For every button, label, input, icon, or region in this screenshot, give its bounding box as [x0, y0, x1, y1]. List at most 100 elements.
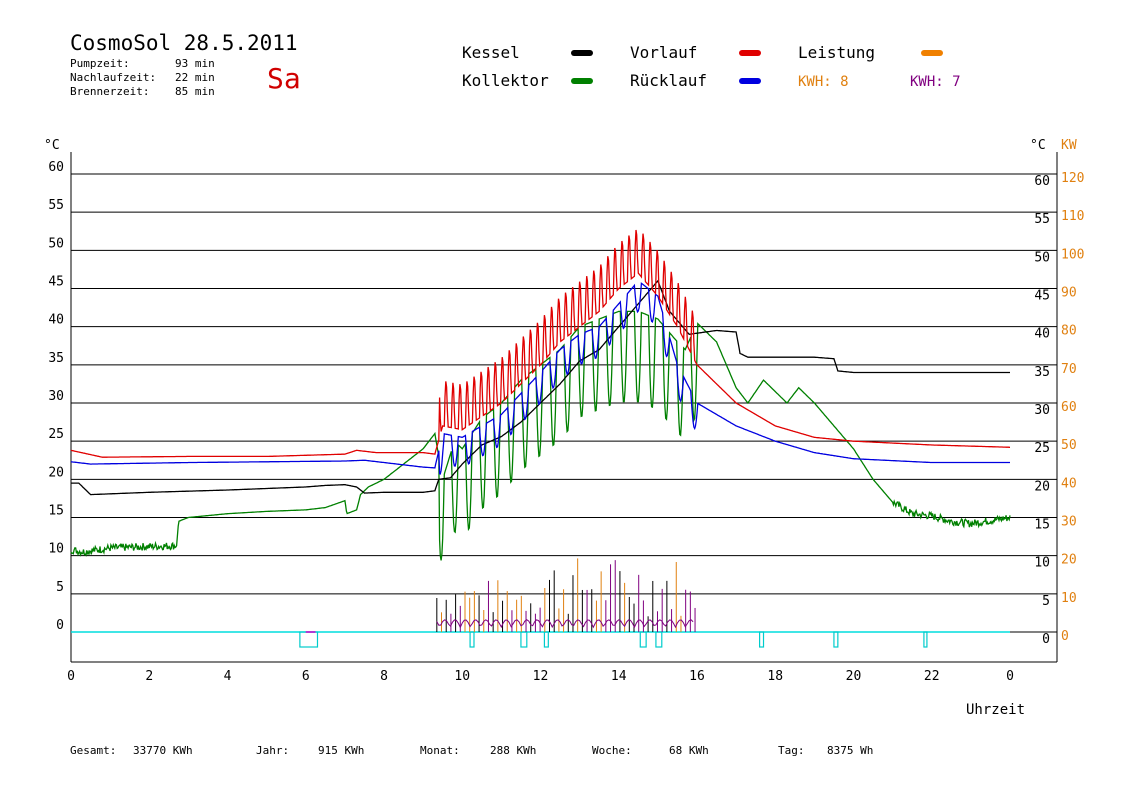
kwh-label-2: KWH: 7	[910, 74, 961, 90]
x-axis-label: Uhrzeit	[966, 702, 1025, 718]
footer-woche-label: Woche:	[592, 744, 632, 757]
x-tick-label: 12	[533, 669, 549, 684]
y-right-tick-label: 0	[1042, 632, 1050, 647]
y-tick-label: 30	[48, 389, 64, 404]
pump-pulse	[639, 631, 647, 648]
footer-monat-label: Monat:	[420, 744, 460, 757]
series-line-vorlauf	[70, 229, 1010, 458]
x-tick-label: 2	[145, 669, 153, 684]
y2-tick-label: 60	[1061, 400, 1077, 415]
x-tick-label: 22	[924, 669, 940, 684]
legend-label-ruecklauf: Rücklauf	[630, 71, 707, 90]
y-left-unit: °C	[44, 138, 60, 153]
y2-tick-label: 100	[1061, 247, 1084, 262]
pump-pulse	[758, 631, 765, 648]
y2-tick-label: 50	[1061, 438, 1077, 453]
power-baseline-wave	[436, 619, 694, 629]
footer-monat-value: 288 KWh	[490, 744, 536, 757]
y-tick-label: 35	[48, 351, 64, 366]
y-right-tick-label: 45	[1034, 289, 1050, 304]
y-right-tick-label: 10	[1034, 556, 1050, 571]
y-tick-label: 45	[48, 275, 64, 290]
pump-pulse	[833, 631, 839, 648]
y-right-tick-label: 20	[1034, 479, 1050, 494]
x-tick-label: 18	[767, 669, 783, 684]
y-tick-label: 40	[48, 313, 64, 328]
footer-tag-label: Tag:	[778, 744, 805, 757]
x-tick-label: 0	[67, 669, 75, 684]
legend-label-kessel: Kessel	[462, 43, 520, 62]
day-label: Sa	[267, 62, 301, 95]
y-right-tick-label: 30	[1034, 403, 1050, 418]
series-line-ruecklauf	[70, 282, 1010, 475]
pump-pulse	[543, 631, 549, 648]
footer: Gesamt: 33770 KWh Jahr: 915 KWh Monat: 2…	[70, 744, 873, 757]
legend: Kessel Kollektor Vorlauf Rücklauf Leistu…	[462, 43, 961, 90]
y2-tick-label: 110	[1061, 209, 1084, 224]
y-right-tick-label: 15	[1034, 518, 1050, 533]
pump-pulse	[469, 631, 475, 648]
tick-labels: 0055101015152020252530303535404045455050…	[48, 160, 1084, 684]
y2-tick-label: 80	[1061, 324, 1077, 339]
x-tick-label: 0	[1006, 669, 1014, 684]
nachlauf-value: 22 min	[175, 71, 215, 84]
footer-woche-value: 68 KWh	[669, 744, 709, 757]
y-right-tick-label: 40	[1034, 327, 1050, 342]
footer-gesamt-value: 33770 KWh	[133, 744, 193, 757]
y-right-tick-label: 5	[1042, 594, 1050, 609]
x-tick-label: 14	[611, 669, 627, 684]
y-right-unit: °C	[1030, 138, 1046, 153]
footer-jahr-value: 915 KWh	[318, 744, 364, 757]
y-tick-label: 60	[48, 160, 64, 175]
footer-tag-value: 8375 Wh	[827, 744, 873, 757]
x-tick-label: 10	[454, 669, 470, 684]
y-power-unit: KW	[1061, 138, 1077, 153]
chart-title: CosmoSol 28.5.2011	[70, 31, 298, 55]
legend-label-leistung: Leistung	[798, 43, 875, 62]
pump-pulse	[299, 631, 319, 648]
x-tick-label: 8	[380, 669, 388, 684]
y2-tick-label: 10	[1061, 591, 1077, 606]
pump-pulse	[923, 631, 928, 648]
kwh-label-1: KWH: 8	[798, 74, 849, 90]
pump-value: 93 min	[175, 57, 215, 70]
axes	[70, 152, 1058, 663]
pump-pulse	[655, 631, 663, 648]
footer-gesamt-label: Gesamt:	[70, 744, 116, 757]
y2-tick-label: 40	[1061, 476, 1077, 491]
pump-pulse	[520, 631, 528, 648]
y-tick-label: 25	[48, 427, 64, 442]
y2-tick-label: 20	[1061, 553, 1077, 568]
grid-lines	[71, 173, 1057, 595]
y2-tick-label: 120	[1061, 171, 1084, 186]
footer-jahr-label: Jahr:	[256, 744, 289, 757]
brenner-value: 85 min	[175, 85, 215, 98]
x-tick-label: 6	[302, 669, 310, 684]
brenner-label: Brennerzeit:	[70, 85, 149, 98]
pump-label: Pumpzeit:	[70, 57, 130, 70]
x-tick-label: 16	[689, 669, 705, 684]
y-tick-label: 55	[48, 198, 64, 213]
y2-tick-label: 30	[1061, 515, 1077, 530]
x-tick-label: 20	[846, 669, 862, 684]
y-right-tick-label: 25	[1034, 441, 1050, 456]
y2-tick-label: 70	[1061, 362, 1077, 377]
series-line-kollektor	[70, 310, 1011, 561]
y-tick-label: 0	[56, 618, 64, 633]
y-right-tick-label: 60	[1034, 174, 1050, 189]
pump-pulses	[299, 631, 928, 648]
y2-tick-label: 0	[1061, 629, 1069, 644]
y-right-tick-label: 55	[1034, 212, 1050, 227]
series-lines	[70, 229, 1011, 561]
y-tick-label: 50	[48, 236, 64, 251]
y-tick-label: 10	[48, 542, 64, 557]
series-line-kessel	[71, 279, 1010, 496]
info-block: Pumpzeit: Nachlaufzeit: Brennerzeit: 93 …	[70, 57, 215, 98]
legend-label-vorlauf: Vorlauf	[630, 43, 697, 62]
y-tick-label: 15	[48, 504, 64, 519]
y-right-tick-label: 35	[1034, 365, 1050, 380]
nachlauf-label: Nachlaufzeit:	[70, 71, 156, 84]
legend-label-kollektor: Kollektor	[462, 71, 549, 90]
x-tick-label: 4	[224, 669, 232, 684]
